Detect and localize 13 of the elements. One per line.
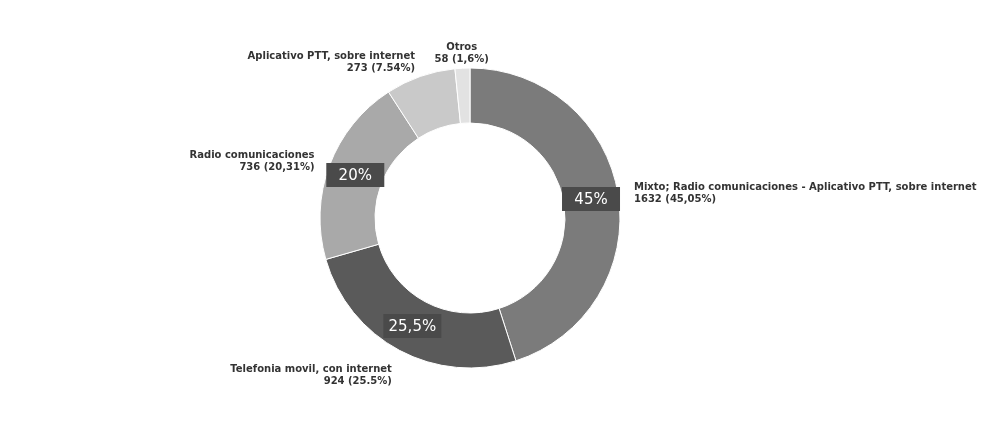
data-label: 736 (20,31%) [239,160,315,172]
slice-label: Aplicativo PTT, sobre internet [247,50,416,62]
slice-label: Radio comunicaciones [189,148,315,160]
data-label: 58 (1,6%) [434,53,489,65]
text: 20% [338,166,372,185]
slice-label: Otros [446,41,478,53]
text: 25,5% [388,317,437,336]
data-label: 1632 (45,05%) [633,193,717,205]
slice-label: Mixto; Radio comunicaciones - Aplicativo PTT, sobre internet [633,181,977,193]
text: 45% [574,190,608,209]
data-label: 924 (25.5%) [323,375,392,387]
data-label: 273 (7.54%) [346,62,416,74]
slice-label: Telefonia movil, con internet [230,363,393,375]
